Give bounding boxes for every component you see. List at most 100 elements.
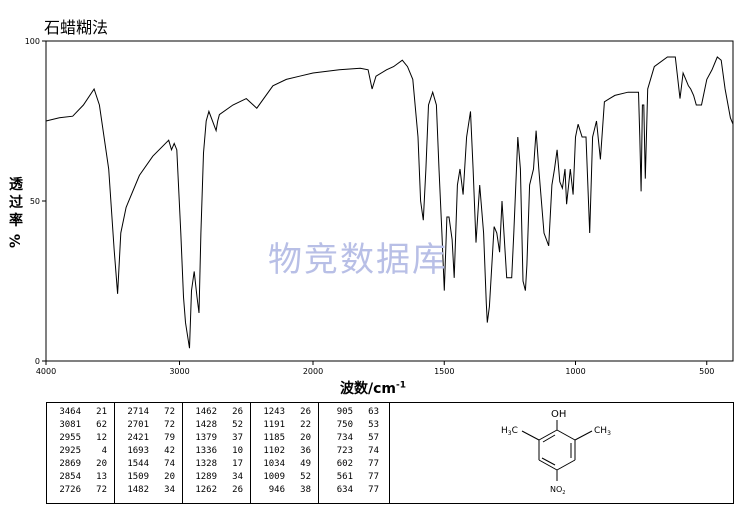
- peak-wavenumber: 2726: [59, 485, 81, 495]
- method-label: 石蜡糊法: [44, 18, 109, 37]
- peak-row: 1262 26: [183, 484, 250, 497]
- peak-wavenumber: 2714: [127, 407, 149, 417]
- peak-row: 750 53: [319, 419, 387, 432]
- y-axis-label-char-3: 率: [9, 213, 23, 229]
- peak-wavenumber: 946: [268, 485, 285, 495]
- peak-row: 1102 36: [251, 445, 318, 458]
- peak-transmittance: 63: [368, 407, 379, 417]
- peak-row: 634 77: [319, 484, 387, 497]
- peak-row: 1191 22: [251, 419, 318, 432]
- peak-row: 1482 34: [115, 484, 182, 497]
- peak-transmittance: 26: [232, 407, 243, 417]
- structure-panel: OH H3C CH3 NO2: [389, 402, 734, 504]
- y-tick-label: 100: [25, 37, 40, 46]
- peak-wavenumber: 1243: [263, 407, 285, 417]
- peak-wavenumber: 1544: [127, 459, 149, 469]
- peak-wavenumber: 1509: [127, 472, 149, 482]
- y-axis-label-char-2: 过: [9, 195, 23, 211]
- label-ch3-left-h: H: [501, 426, 508, 436]
- peak-row: 1428 52: [183, 419, 250, 432]
- peak-transmittance: 72: [164, 407, 175, 417]
- peak-row: 1544 74: [115, 458, 182, 471]
- peak-wavenumber: 1336: [195, 446, 217, 456]
- peak-wavenumber: 2421: [127, 433, 149, 443]
- peak-transmittance: 20: [96, 459, 107, 469]
- methyl-bond-left: [521, 430, 540, 441]
- peak-row: 946 38: [251, 484, 318, 497]
- ring-double-bond: [542, 434, 556, 443]
- ring-double-bond: [541, 457, 556, 466]
- y-axis-label-percent: %: [8, 233, 24, 249]
- label-ch3-left: H3C: [501, 426, 518, 437]
- peak-row: 1509 20: [115, 471, 182, 484]
- peak-wavenumber: 3464: [59, 407, 81, 417]
- peak-wavenumber: 1462: [195, 407, 217, 417]
- peak-wavenumber: 2925: [59, 446, 81, 456]
- label-ch3-right: CH3: [594, 426, 611, 437]
- x-tick-label: 1000: [565, 367, 585, 376]
- x-axis-label-text: 波数/cm: [340, 381, 396, 397]
- benzene-ring: [521, 420, 593, 481]
- peak-transmittance: 12: [96, 433, 107, 443]
- peak-transmittance: 74: [368, 446, 379, 456]
- peak-wavenumber: 1102: [263, 446, 285, 456]
- peak-wavenumber: 723: [336, 446, 353, 456]
- peak-row: 905 63: [319, 406, 387, 419]
- peak-wavenumber: 2955: [59, 433, 81, 443]
- peak-transmittance: 77: [368, 472, 379, 482]
- peak-row: 734 57: [319, 432, 387, 445]
- label-ch3-right-ch: CH: [594, 426, 607, 436]
- peak-row: 1009 52: [251, 471, 318, 484]
- peak-column-3: 1462 26 1428 52 1379 37 1336 10 1328 17 1289 3…: [183, 403, 251, 503]
- peak-transmittance: 34: [232, 472, 243, 482]
- peak-wavenumber: 1185: [263, 433, 285, 443]
- peak-row: 3081 62: [47, 419, 114, 432]
- peak-transmittance: 79: [164, 433, 175, 443]
- peak-transmittance: 52: [300, 472, 311, 482]
- peak-transmittance: 38: [300, 485, 311, 495]
- peak-transmittance: 72: [164, 420, 175, 430]
- y-axis-label: 透 过 率 %: [6, 176, 26, 250]
- label-oh: OH: [551, 409, 566, 420]
- x-axis-label-exponent: -1: [396, 380, 406, 391]
- peak-wavenumber: 1482: [127, 485, 149, 495]
- label-no2: NO2: [550, 485, 565, 496]
- peak-transmittance: 20: [300, 433, 311, 443]
- peak-wavenumber: 3081: [59, 420, 81, 430]
- peak-transmittance: 13: [96, 472, 107, 482]
- peak-transmittance: 62: [96, 420, 107, 430]
- peak-wavenumber: 1379: [195, 433, 217, 443]
- ring-bond: [538, 429, 558, 441]
- x-tick-label: 500: [699, 367, 714, 376]
- peak-column-4: 1243 26 1191 22 1185 20 1102 36 1034 49 1009 5…: [251, 403, 319, 503]
- y-tick-label: 0: [35, 357, 40, 366]
- peak-row: 2955 12: [47, 432, 114, 445]
- x-tick-label: 4000: [36, 367, 56, 376]
- peak-transmittance: 4: [101, 446, 107, 456]
- peak-row: 1185 20: [251, 432, 318, 445]
- label-ch3-left-sub: 3: [508, 430, 512, 437]
- peak-row: 2421 79: [115, 432, 182, 445]
- molecule-structure: OH H3C CH3 NO2: [501, 409, 611, 496]
- peak-transmittance: 57: [368, 433, 379, 443]
- peak-row: 1289 34: [183, 471, 250, 484]
- peak-transmittance: 74: [164, 459, 175, 469]
- peak-transmittance: 42: [164, 446, 175, 456]
- peak-transmittance: 49: [300, 459, 311, 469]
- peak-row: 2701 72: [115, 419, 182, 432]
- peak-row: 1328 17: [183, 458, 250, 471]
- peak-column-2: 2714 72 2701 72 2421 79 1693 42 1544 74 1509 2…: [115, 403, 183, 503]
- peak-row: 602 77: [319, 458, 387, 471]
- y-axis-label-char-1: 透: [9, 177, 23, 193]
- ir-spectrum-chart: 0 50 100 4000 3000 2000 1500 1000 500: [25, 37, 734, 376]
- peak-transmittance: 37: [232, 433, 243, 443]
- y-tick-label: 50: [30, 197, 40, 206]
- label-ch3-left-c: C: [512, 426, 518, 436]
- peak-transmittance: 22: [300, 420, 311, 430]
- peak-wavenumber: 2701: [127, 420, 149, 430]
- peak-transmittance: 36: [300, 446, 311, 456]
- peak-row: 1336 10: [183, 445, 250, 458]
- peak-wavenumber: 1693: [127, 446, 149, 456]
- peak-row: 1379 37: [183, 432, 250, 445]
- x-axis-ticks: 4000 3000 2000 1500 1000 500: [36, 361, 714, 376]
